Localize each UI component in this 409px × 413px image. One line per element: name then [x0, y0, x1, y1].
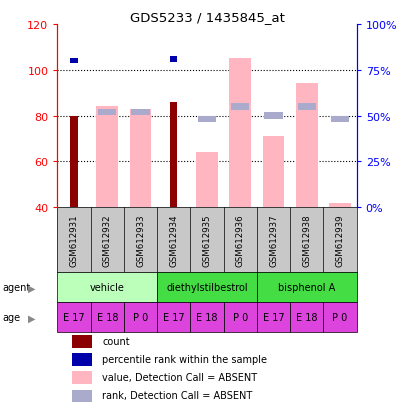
Bar — [129, 109, 151, 208]
Bar — [96, 107, 118, 208]
Text: GSM612935: GSM612935 — [202, 214, 211, 266]
Text: P 0: P 0 — [133, 313, 148, 323]
Bar — [157, 303, 190, 332]
Bar — [196, 153, 217, 208]
Text: E 17: E 17 — [163, 313, 184, 323]
Bar — [70, 59, 77, 64]
Text: GSM612938: GSM612938 — [301, 214, 310, 266]
Text: P 0: P 0 — [332, 313, 347, 323]
Bar — [72, 354, 92, 366]
Text: GSM612933: GSM612933 — [136, 214, 145, 266]
Bar — [323, 303, 356, 332]
Bar — [262, 137, 284, 208]
Text: GSM612939: GSM612939 — [335, 214, 344, 266]
Text: E 17: E 17 — [63, 313, 85, 323]
Bar — [256, 303, 290, 332]
Text: ▶: ▶ — [28, 313, 35, 323]
Text: P 0: P 0 — [232, 313, 247, 323]
Bar — [90, 303, 124, 332]
Text: count: count — [102, 336, 130, 346]
Text: diethylstilbestrol: diethylstilbestrol — [166, 283, 247, 293]
Text: value, Detection Call = ABSENT: value, Detection Call = ABSENT — [102, 372, 257, 382]
Text: GSM612931: GSM612931 — [70, 214, 79, 266]
Bar — [70, 116, 77, 208]
Bar — [170, 57, 177, 62]
Bar — [124, 303, 157, 332]
Bar — [131, 109, 149, 116]
Bar — [170, 102, 177, 208]
Bar — [57, 273, 157, 303]
Bar — [98, 109, 116, 116]
Bar — [72, 335, 92, 348]
Bar — [295, 84, 317, 208]
Text: E 18: E 18 — [96, 313, 118, 323]
Text: GSM612934: GSM612934 — [169, 214, 178, 266]
Bar — [290, 303, 323, 332]
Text: rank, Detection Call = ABSENT: rank, Detection Call = ABSENT — [102, 390, 252, 400]
Bar — [190, 303, 223, 332]
Text: vehicle: vehicle — [90, 283, 124, 293]
Text: E 18: E 18 — [295, 313, 317, 323]
Bar — [157, 273, 256, 303]
Bar — [256, 273, 356, 303]
Bar — [330, 117, 348, 123]
Bar — [198, 117, 216, 123]
Bar — [57, 303, 90, 332]
Text: agent: agent — [2, 283, 30, 293]
Bar — [264, 113, 282, 119]
Bar — [231, 104, 249, 110]
Text: GSM612936: GSM612936 — [235, 214, 244, 266]
Bar — [72, 389, 92, 402]
Text: age: age — [2, 313, 20, 323]
Text: GSM612932: GSM612932 — [103, 214, 112, 266]
Bar — [297, 104, 315, 110]
Text: E 18: E 18 — [196, 313, 217, 323]
Bar — [229, 59, 250, 208]
Title: GDS5233 / 1435845_at: GDS5233 / 1435845_at — [129, 11, 284, 24]
Text: ▶: ▶ — [28, 283, 35, 293]
Bar — [72, 372, 92, 384]
Text: bisphenol A: bisphenol A — [278, 283, 335, 293]
Text: percentile rank within the sample: percentile rank within the sample — [102, 354, 267, 364]
Text: GSM612937: GSM612937 — [268, 214, 277, 266]
Text: E 17: E 17 — [262, 313, 284, 323]
Bar — [223, 303, 256, 332]
Bar — [328, 203, 350, 208]
